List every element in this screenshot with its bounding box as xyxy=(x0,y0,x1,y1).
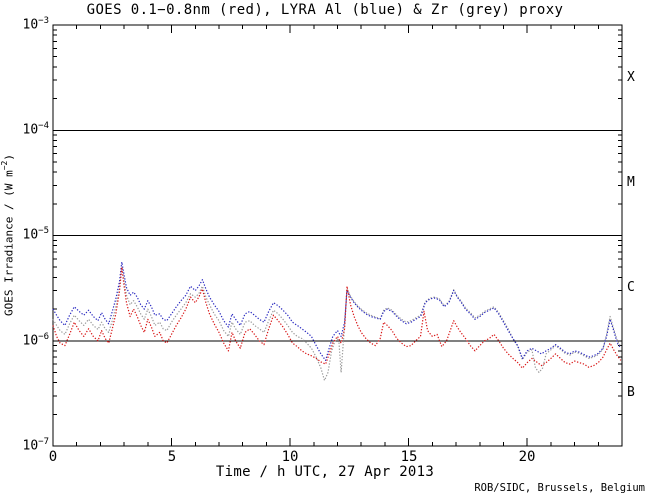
x-tick-label-20: 20 xyxy=(518,449,536,465)
series-goes-0-1-0-8nm xyxy=(52,266,622,369)
x-tick-label-0: 0 xyxy=(48,449,58,465)
y-tick-label-1e-7: 10−7 xyxy=(22,437,50,454)
flare-class-label-x: X xyxy=(627,70,635,85)
y-tick-label-1e-4: 10−4 xyxy=(22,121,50,138)
flare-class-label-b: B xyxy=(627,385,635,400)
y-tick-label-1e-3: 10−3 xyxy=(22,16,50,33)
credit-text: ROB/SIDC, Brussels, Belgium xyxy=(474,482,645,494)
flare-class-label-c: C xyxy=(627,280,635,295)
x-tick-label-15: 15 xyxy=(400,449,418,465)
x-axis-label: Time / h UTC, 27 Apr 2013 xyxy=(215,464,435,480)
x-tick-label-10: 10 xyxy=(281,449,299,465)
y-tick-label-1e-6: 10−6 xyxy=(22,332,50,349)
series-lyra-al xyxy=(52,261,622,361)
flare-class-label-m: M xyxy=(627,175,635,190)
axes-group xyxy=(52,24,623,447)
series-lyra-zr-proxy xyxy=(52,266,622,381)
chart-title: GOES 0.1−0.8nm (red), LYRA Al (blue) & Z… xyxy=(86,2,564,18)
x-tick-label-5: 5 xyxy=(167,449,177,465)
y-tick-label-1e-5: 10−5 xyxy=(22,226,50,243)
